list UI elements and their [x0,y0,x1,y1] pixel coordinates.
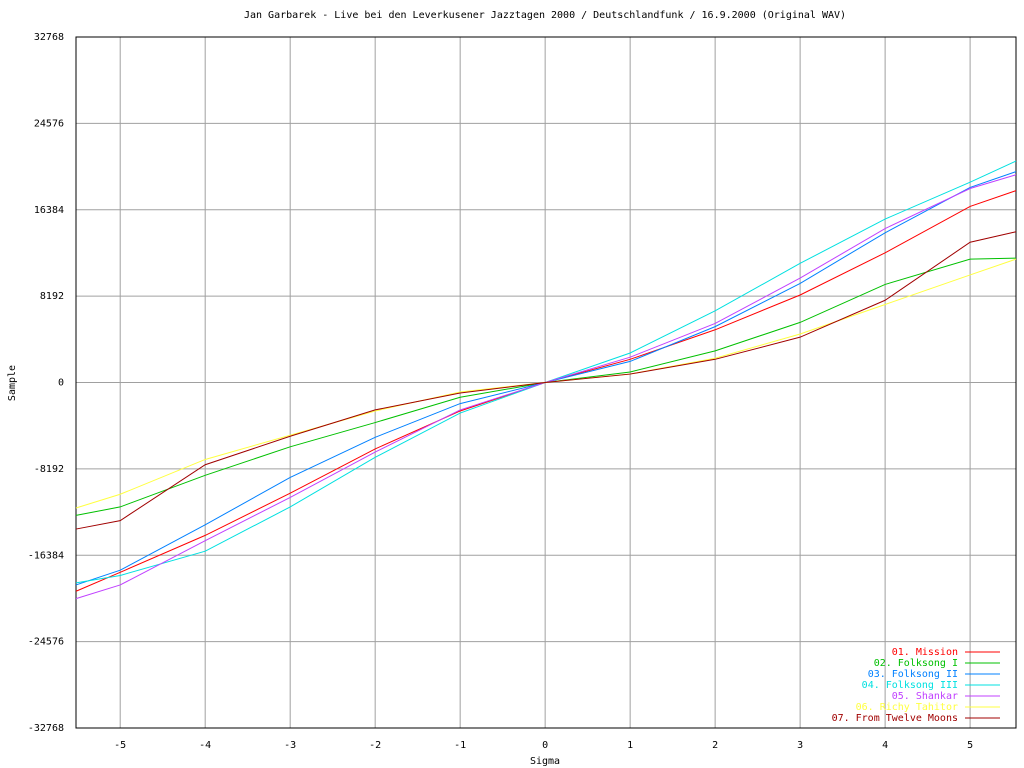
series-line [75,190,1017,592]
legend-label: 05. Shankar [892,691,958,702]
y-tick-label: 16384 [34,205,64,216]
x-tick-label: -2 [369,740,381,751]
legend-label: 01. Mission [892,647,958,658]
y-axis-label: Sample [7,365,18,401]
series-line [75,160,1017,584]
series-line [75,257,1017,516]
x-tick-label: -1 [454,740,466,751]
x-tick-label: -3 [284,740,296,751]
series-line [75,231,1017,530]
x-tick-label: -5 [114,740,126,751]
y-tick-label: -24576 [28,637,64,648]
legend-label: 02. Folksong I [874,658,958,669]
legend-label: 04. Folksong III [862,680,958,691]
x-tick-label: 3 [797,740,803,751]
y-tick-label: 0 [58,378,64,389]
x-tick-label: 2 [712,740,718,751]
y-tick-label: 32768 [34,32,64,43]
y-tick-label: 24576 [34,118,64,129]
y-tick-label: -32768 [28,723,64,734]
legend-label: 03. Folksong II [868,669,958,680]
y-tick-label: -8192 [34,464,64,475]
x-tick-label: 0 [542,740,548,751]
x-axis-label: Sigma [530,756,560,767]
x-tick-label: 5 [967,740,973,751]
y-tick-label: -16384 [28,550,64,561]
chart-title: Jan Garbarek - Live bei den Leverkusener… [244,10,846,21]
legend-label: 07. From Twelve Moons [832,713,958,724]
x-tick-label: -4 [199,740,211,751]
legend-label: 06. Richy Tahitor [856,702,958,713]
series-line [75,171,1017,586]
y-tick-label: 8192 [40,291,64,302]
plot-frame [75,36,1017,729]
x-tick-label: 4 [882,740,888,751]
x-tick-label: 1 [627,740,633,751]
